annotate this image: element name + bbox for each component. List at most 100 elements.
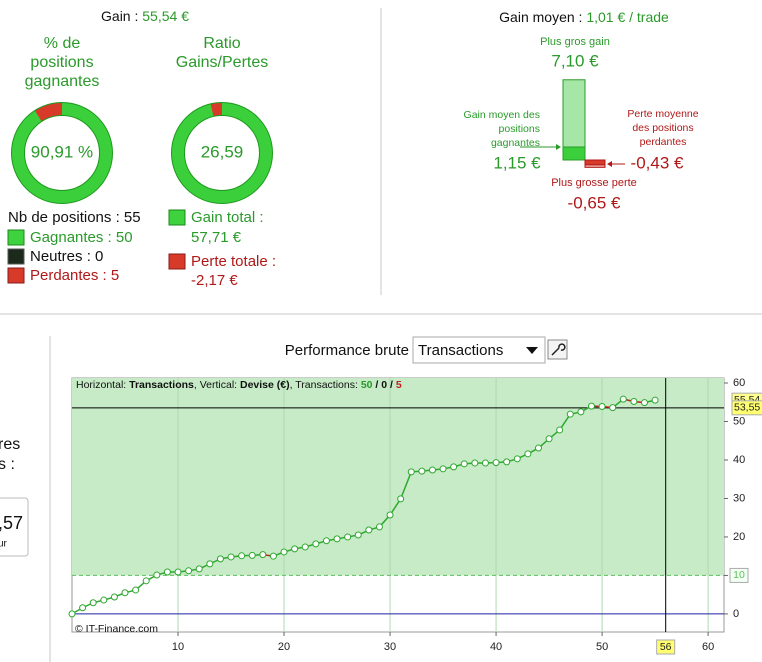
avg-label: Gain moyen : xyxy=(499,9,582,25)
point xyxy=(471,459,479,467)
x-tick-label: 60 xyxy=(702,641,714,653)
x-tick-label: 50 xyxy=(596,641,608,653)
point xyxy=(587,402,595,410)
y-tick-label: 60 xyxy=(733,377,745,389)
point xyxy=(280,548,288,556)
point xyxy=(269,552,277,560)
caption: Gain moyen des xyxy=(464,109,540,121)
amount: -0,43 € xyxy=(631,153,684,172)
point xyxy=(110,593,118,601)
donut-edge xyxy=(11,102,113,204)
point xyxy=(68,610,76,618)
x-tick-label: 40 xyxy=(490,641,502,653)
point xyxy=(524,450,532,458)
y-tick-label: 0 xyxy=(733,608,739,620)
icon xyxy=(7,248,25,265)
info-part: / xyxy=(373,379,382,391)
donut-edge xyxy=(171,102,273,204)
avg-bar xyxy=(562,146,586,161)
donut-edge xyxy=(24,115,100,191)
point xyxy=(163,568,171,576)
point xyxy=(503,458,511,466)
y-tick-label: 40 xyxy=(733,454,745,466)
point xyxy=(312,540,320,548)
partial-value: ,57 xyxy=(0,513,23,533)
donut-loss xyxy=(11,102,113,204)
col-title: % de xyxy=(44,35,81,52)
x-tick-label: 20 xyxy=(278,641,290,653)
info-part: Devise (€) xyxy=(240,379,290,391)
gain-value: 55,54 € xyxy=(142,8,189,24)
point xyxy=(375,523,383,531)
total-title: Gain total : xyxy=(191,209,264,226)
total-title: Perte totale : xyxy=(191,253,276,270)
caption: Perte moyenne xyxy=(627,108,698,120)
point xyxy=(238,552,246,560)
point xyxy=(121,589,129,597)
point xyxy=(534,444,542,452)
info-part: / xyxy=(387,379,396,391)
point xyxy=(365,526,373,534)
point xyxy=(333,535,341,543)
dropdown[interactable] xyxy=(412,336,546,364)
info-part: , Vertical: xyxy=(194,379,240,391)
info-part: 0 xyxy=(381,379,387,391)
point xyxy=(322,537,330,545)
point xyxy=(301,543,309,551)
donut-loss xyxy=(171,102,273,204)
value-tag-label: 10 xyxy=(733,569,745,581)
value-box xyxy=(0,497,29,557)
dropdown-arrow xyxy=(526,347,538,354)
point xyxy=(407,468,415,476)
point xyxy=(216,555,224,563)
zone xyxy=(72,378,724,576)
value-tag-label: 56 xyxy=(660,641,672,653)
point xyxy=(248,551,256,559)
total-value: 57,71 € xyxy=(191,229,242,246)
col-title: Ratio xyxy=(203,35,240,52)
donut-ring xyxy=(171,102,273,204)
y-tick-label: 30 xyxy=(733,492,745,504)
point xyxy=(651,396,659,404)
arrow-head xyxy=(607,161,612,167)
caption: Plus grosse perte xyxy=(551,177,637,189)
point xyxy=(100,596,108,604)
total-value: -2,17 € xyxy=(191,272,238,289)
value-tag xyxy=(729,567,749,583)
point xyxy=(344,533,352,541)
value-tag xyxy=(731,400,762,416)
point xyxy=(428,466,436,474)
point xyxy=(577,408,585,416)
caption: gagnantes xyxy=(491,137,540,149)
y-tick-label: 20 xyxy=(733,531,745,543)
amount: -0,65 € xyxy=(568,193,621,212)
point xyxy=(89,599,97,607)
info-part: , Transactions: xyxy=(290,379,361,391)
point xyxy=(481,459,489,467)
point xyxy=(450,463,458,471)
value-tag-label: 53,55 xyxy=(734,402,760,414)
icon xyxy=(7,267,25,284)
point xyxy=(132,586,140,594)
point xyxy=(556,426,564,434)
point xyxy=(630,397,638,405)
point xyxy=(566,410,574,418)
partial-text: s : xyxy=(0,456,15,473)
amount: 1,15 € xyxy=(493,153,541,172)
gain-label: Gain : xyxy=(101,8,138,24)
caption: positions xyxy=(499,123,540,135)
point xyxy=(513,455,521,463)
gain: Gain : 55,54 € xyxy=(101,8,189,24)
caption: des positions xyxy=(632,122,693,134)
point xyxy=(545,435,553,443)
info-part: 5 xyxy=(396,379,402,391)
point xyxy=(619,395,627,403)
point xyxy=(460,460,468,468)
point xyxy=(79,604,87,612)
partial-unit: ur xyxy=(0,539,8,550)
arrow-head xyxy=(556,144,561,150)
info-part: Horizontal: xyxy=(76,379,129,391)
point xyxy=(640,399,648,407)
point xyxy=(439,465,447,473)
